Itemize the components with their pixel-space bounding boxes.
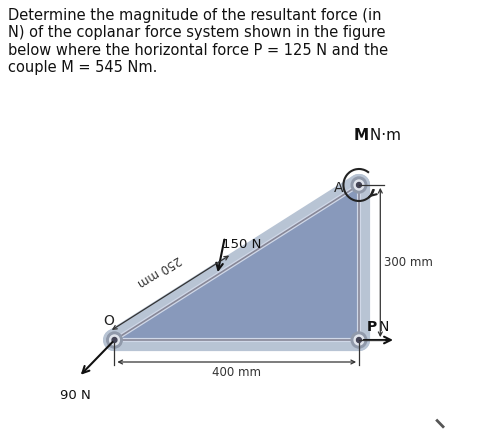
Text: 300 mm: 300 mm (384, 256, 433, 269)
Text: M: M (354, 128, 369, 143)
Circle shape (109, 335, 120, 345)
Text: O: O (103, 314, 114, 328)
Polygon shape (114, 185, 359, 340)
Circle shape (107, 332, 122, 348)
Text: N·m: N·m (365, 128, 401, 143)
Text: N: N (378, 320, 389, 334)
Circle shape (351, 332, 367, 348)
Text: A: A (334, 181, 343, 195)
Circle shape (112, 337, 117, 343)
Text: P: P (367, 320, 377, 334)
Circle shape (351, 177, 367, 193)
Text: 400 mm: 400 mm (212, 366, 261, 379)
Text: 250 mm: 250 mm (134, 252, 183, 289)
Polygon shape (114, 185, 359, 340)
Circle shape (354, 335, 364, 345)
Text: 150 N: 150 N (222, 238, 262, 252)
Text: 90 N: 90 N (60, 389, 90, 402)
Circle shape (357, 183, 361, 187)
Circle shape (357, 337, 361, 343)
Circle shape (354, 180, 364, 190)
Text: Determine the magnitude of the resultant force (in
N) of the coplanar force syst: Determine the magnitude of the resultant… (8, 8, 388, 75)
